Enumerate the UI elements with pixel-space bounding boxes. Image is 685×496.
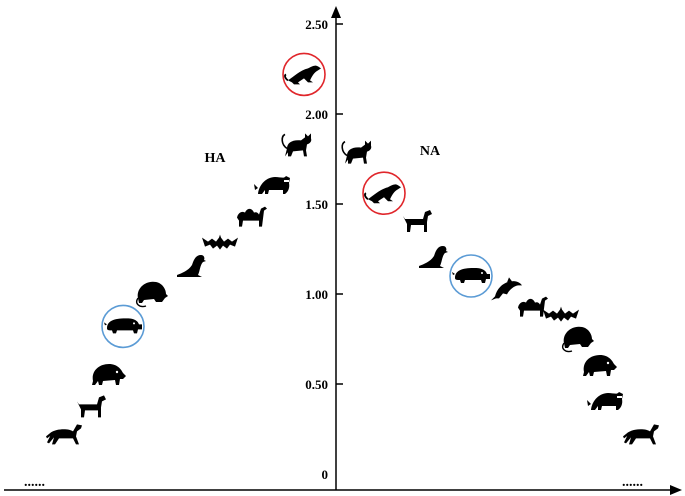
bat-icon: [202, 234, 238, 250]
seal-icon: [419, 246, 448, 268]
y-axis-arrow: [331, 6, 341, 18]
pig-icon: [452, 268, 490, 283]
highlight-ring-red: [362, 171, 406, 215]
ferret-icon: [284, 65, 321, 85]
y-tick-label: 1.50: [305, 197, 328, 212]
y-tick-label: 0: [322, 467, 329, 482]
rat-icon: [562, 326, 594, 353]
camel-icon: [237, 206, 267, 227]
point-na-pig: [449, 254, 493, 298]
point-na-dog: [403, 210, 432, 232]
point-na-ferret: [362, 171, 406, 215]
continuation-marks: ...... ......: [24, 475, 643, 490]
point-na-rat: [562, 326, 594, 353]
bat-icon: [543, 306, 579, 322]
rat-icon: [136, 281, 168, 308]
horse-icon: [623, 424, 659, 445]
point-na-camel: [518, 296, 548, 317]
highlight-ring-blue: [449, 254, 493, 298]
raccoon-icon: [587, 392, 623, 410]
point-ha-raccoon: [254, 176, 290, 194]
point-ha-ferret: [282, 52, 326, 97]
point-na-cat: [341, 140, 372, 164]
group-labels: HA NA: [205, 144, 441, 166]
continuation-mark-right: ......: [622, 475, 643, 490]
point-ha-horse: [46, 424, 82, 445]
point-na-boar: [583, 355, 617, 376]
point-ha-camel: [237, 206, 267, 227]
point-na-bat: [543, 306, 579, 322]
dog-icon: [403, 210, 432, 232]
raccoon-icon: [254, 176, 290, 194]
boar-icon: [583, 355, 617, 376]
axes: [4, 6, 682, 495]
y-tick-label: 0.50: [305, 377, 328, 392]
point-ha-rat: [136, 281, 168, 308]
boar-icon: [92, 364, 126, 385]
highlight-ring-blue: [101, 304, 145, 349]
seal-icon: [177, 255, 206, 277]
point-na-dolphin: [491, 277, 522, 301]
x-axis-arrow: [670, 485, 682, 495]
dolphin-icon: [491, 277, 522, 301]
y-ticks: 0 0.50 1.00 1.50 2.00 2.50: [305, 17, 343, 482]
point-ha-pig: [101, 304, 145, 349]
camel-icon: [518, 296, 548, 317]
cat-icon: [341, 140, 372, 164]
point-ha-boar: [92, 364, 126, 385]
ferret-icon: [364, 184, 401, 204]
point-ha-cat: [281, 133, 312, 157]
y-tick-label: 2.50: [305, 17, 328, 32]
data-points: [46, 52, 659, 445]
point-ha-seal: [177, 255, 206, 277]
group-label-ha: HA: [205, 151, 227, 166]
continuation-mark-left: ......: [24, 475, 45, 490]
y-tick-label: 2.00: [305, 107, 328, 122]
point-na-seal: [419, 246, 448, 268]
cat-icon: [281, 133, 312, 157]
group-label-na: NA: [420, 144, 441, 159]
pig-icon: [104, 318, 142, 334]
point-na-horse: [623, 424, 659, 445]
horse-icon: [46, 424, 82, 445]
point-na-raccoon: [587, 392, 623, 410]
point-ha-dog: [77, 395, 106, 418]
point-ha-bat: [202, 234, 238, 250]
highlight-ring-red: [282, 52, 326, 97]
y-tick-label: 1.00: [305, 287, 328, 302]
dog-icon: [77, 395, 106, 418]
